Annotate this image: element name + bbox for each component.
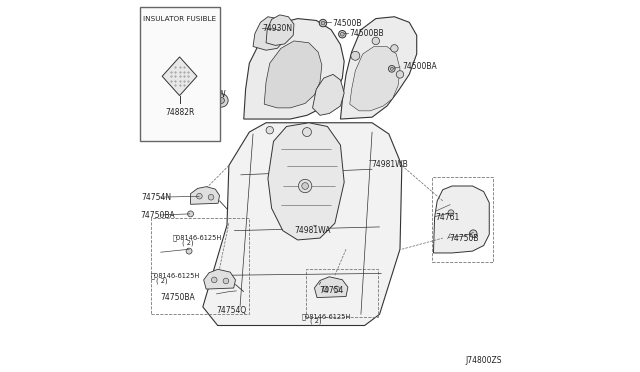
Text: 74500BB: 74500BB — [349, 29, 383, 38]
Polygon shape — [203, 123, 402, 326]
Circle shape — [388, 65, 395, 72]
Text: 74500BA: 74500BA — [402, 62, 436, 71]
Text: 74981WB: 74981WB — [371, 160, 408, 169]
Text: 74754N: 74754N — [141, 193, 172, 202]
Polygon shape — [191, 187, 220, 204]
Text: Ⓑ08146-6125H: Ⓑ08146-6125H — [150, 273, 200, 279]
Text: 74754: 74754 — [319, 286, 344, 295]
Text: 74750B: 74750B — [449, 234, 479, 243]
Text: ( 2): ( 2) — [310, 318, 321, 324]
Polygon shape — [340, 17, 417, 119]
Circle shape — [303, 128, 312, 137]
Text: INSULATOR FUSIBLE: INSULATOR FUSIBLE — [143, 16, 216, 22]
Circle shape — [186, 248, 192, 254]
Polygon shape — [314, 277, 348, 298]
Circle shape — [266, 126, 273, 134]
Bar — [431, 177, 493, 262]
Polygon shape — [266, 15, 294, 45]
Polygon shape — [312, 74, 344, 115]
Circle shape — [339, 31, 346, 38]
Circle shape — [211, 277, 217, 283]
Polygon shape — [253, 17, 286, 50]
Circle shape — [351, 51, 360, 60]
Bar — [151, 218, 250, 314]
Text: J74800ZS: J74800ZS — [466, 356, 502, 365]
Polygon shape — [349, 46, 400, 111]
Circle shape — [396, 71, 404, 78]
Circle shape — [298, 179, 312, 193]
Text: ( 2): ( 2) — [156, 278, 168, 284]
Text: ( 2): ( 2) — [182, 240, 194, 246]
Text: Ⓑ08146-6125H: Ⓑ08146-6125H — [301, 313, 351, 320]
Text: Ⓑ08146-6125H: Ⓑ08146-6125H — [173, 235, 222, 241]
Bar — [140, 7, 220, 141]
Circle shape — [323, 286, 328, 292]
Circle shape — [321, 21, 325, 25]
Text: 74981W: 74981W — [195, 90, 227, 99]
Text: 74930N: 74930N — [262, 24, 292, 33]
Circle shape — [390, 45, 398, 52]
Polygon shape — [433, 186, 489, 253]
Text: 74981WA: 74981WA — [294, 226, 330, 235]
Circle shape — [208, 195, 214, 200]
Text: 74761: 74761 — [435, 213, 460, 222]
Circle shape — [319, 19, 326, 27]
Polygon shape — [244, 19, 344, 119]
Text: 74882R: 74882R — [165, 108, 195, 116]
Circle shape — [196, 193, 202, 199]
Text: 74754Q: 74754Q — [216, 306, 247, 315]
Text: 74750BA: 74750BA — [160, 293, 195, 302]
Circle shape — [188, 211, 193, 217]
Circle shape — [372, 37, 380, 45]
Circle shape — [302, 183, 308, 189]
Circle shape — [215, 94, 228, 107]
Polygon shape — [268, 123, 344, 240]
Circle shape — [334, 286, 340, 292]
Text: 74500B: 74500B — [332, 19, 362, 28]
Circle shape — [470, 230, 477, 237]
Polygon shape — [264, 41, 322, 108]
Bar — [306, 269, 378, 317]
Polygon shape — [204, 269, 236, 289]
Circle shape — [448, 210, 454, 216]
Text: 74750BA: 74750BA — [141, 211, 175, 220]
Circle shape — [218, 97, 225, 103]
Circle shape — [223, 278, 228, 284]
Circle shape — [340, 32, 344, 36]
Circle shape — [390, 67, 394, 70]
Polygon shape — [162, 57, 197, 96]
